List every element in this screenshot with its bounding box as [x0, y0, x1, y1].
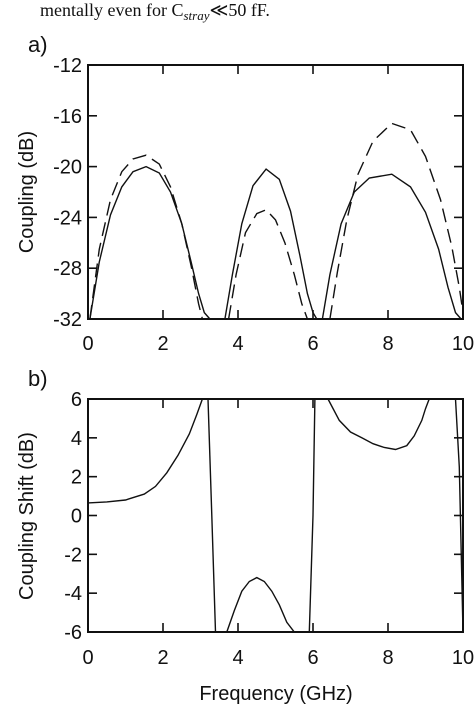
panel-b-x-axis-label: Frequency (GHz) [199, 683, 352, 705]
chart-panel-a: a) -12 -16 -20 -24 -28 -32 0 2 4 6 8 10 Coupling (… [16, 32, 474, 355]
x-tick-label: 6 [307, 333, 318, 355]
x-tick-label: 0 [82, 647, 93, 669]
y-tick-label: -32 [53, 309, 82, 331]
panel-b-y-tick-labels: 6 4 2 0 -2 -4 -6 [64, 389, 82, 644]
series-line-solid [89, 165, 462, 320]
series-line-dashed [89, 122, 464, 320]
x-tick-label: 2 [157, 647, 168, 669]
y-tick-label: -12 [53, 55, 82, 77]
x-tick-label: 4 [232, 333, 243, 355]
panel-a-x-tick-labels: 0 2 4 6 8 10 [82, 333, 474, 355]
y-tick-label: 2 [71, 467, 82, 489]
y-tick-label: 4 [71, 428, 82, 450]
chart-panel-b: b) 6 4 2 0 -2 -4 -6 0 2 4 6 8 10 Coupling Shift (dB… [16, 366, 474, 705]
x-tick-label: 8 [382, 647, 393, 669]
panel-a-frame [87, 64, 464, 320]
y-tick-label: -20 [53, 157, 82, 179]
panel-a-y-axis-label: Coupling (dB) [16, 131, 38, 253]
x-tick-label: 8 [382, 333, 393, 355]
y-tick-label: 6 [71, 389, 82, 411]
series-line-solid [87, 398, 464, 633]
x-tick-label: 0 [82, 333, 93, 355]
y-tick-label: 0 [71, 506, 82, 528]
caption-fragment: mentally even for Cstray≪50 fF. [40, 0, 270, 23]
panel-a-label: a) [28, 32, 48, 57]
panel-b-x-tick-labels: 0 2 4 6 8 10 [82, 647, 474, 669]
panel-a-series [89, 122, 464, 320]
x-tick-label: 4 [232, 647, 243, 669]
y-tick-label: -24 [53, 207, 82, 229]
panel-a-y-tick-labels: -12 -16 -20 -24 -28 -32 [53, 55, 82, 331]
y-tick-label: -16 [53, 106, 82, 128]
y-tick-label: -28 [53, 258, 82, 280]
x-tick-label: 6 [307, 647, 318, 669]
panel-b-y-axis-label: Coupling Shift (dB) [16, 432, 38, 600]
x-tick-label: 2 [157, 333, 168, 355]
panel-b-ticks [87, 398, 464, 633]
panel-b-series [87, 398, 464, 633]
x-tick-label: 10 [452, 647, 474, 669]
x-tick-label: 10 [452, 333, 474, 355]
panel-b-label: b) [28, 366, 48, 391]
y-tick-label: -6 [64, 622, 82, 644]
y-tick-label: -4 [64, 583, 82, 605]
y-tick-label: -2 [64, 544, 82, 566]
panel-a-ticks [87, 64, 464, 320]
